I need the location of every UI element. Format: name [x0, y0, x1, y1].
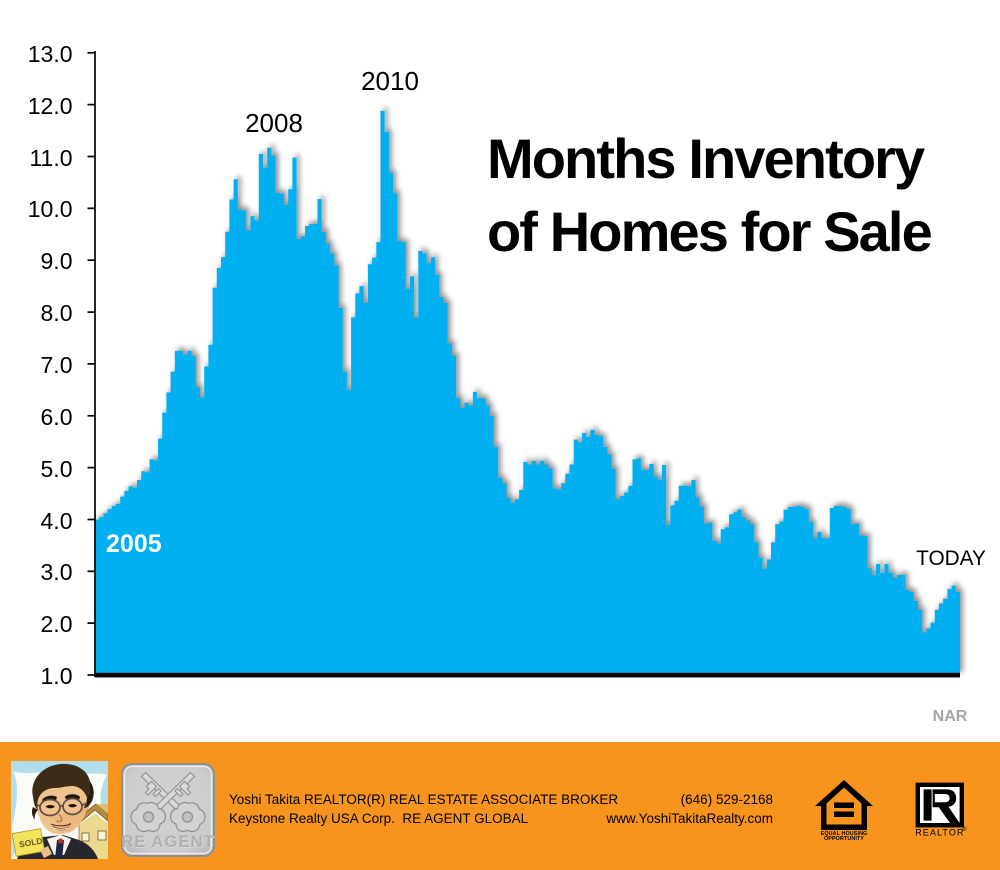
svg-text:EQUAL HOUSING: EQUAL HOUSING — [821, 831, 868, 837]
svg-text:RE AGENT: RE AGENT — [121, 832, 215, 851]
svg-text:RE AGENT: RE AGENT — [122, 833, 216, 852]
svg-text:OPPORTUNITY: OPPORTUNITY — [824, 836, 864, 840]
svg-text:®: ® — [962, 826, 967, 833]
svg-text:SOLD: SOLD — [18, 836, 43, 850]
svg-text:REALTOR: REALTOR — [915, 828, 964, 838]
